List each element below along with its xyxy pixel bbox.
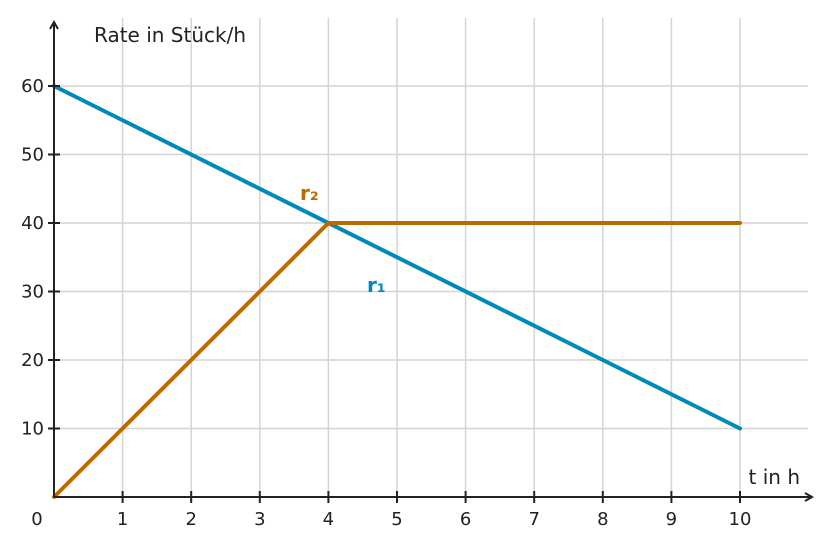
x-tick-label: 2 — [185, 509, 196, 530]
y-tick-label: 50 — [21, 145, 44, 166]
y-tick-label: 30 — [21, 282, 44, 303]
x-tick-label: 10 — [729, 509, 752, 530]
series-line-2 — [52, 221, 742, 499]
x-tick-label: 9 — [666, 509, 677, 530]
x-tick-label: 5 — [391, 509, 402, 530]
y-axis-title: Rate in Stück/h — [94, 23, 246, 47]
y-tick-label: 60 — [21, 76, 44, 97]
origin-label: 0 — [31, 509, 42, 530]
series-label-r2: r₂ — [300, 181, 319, 205]
x-tick-label: 4 — [323, 509, 334, 530]
series-label-r1: r₁ — [367, 273, 386, 297]
x-tick-label: 8 — [597, 509, 608, 530]
grid — [54, 18, 808, 497]
y-tick-label: 10 — [21, 419, 44, 440]
y-tick-label: 40 — [21, 213, 44, 234]
x-tick-label: 3 — [254, 509, 265, 530]
x-tick-label: 7 — [528, 509, 539, 530]
x-axis-title: t in h — [749, 465, 800, 489]
x-tick-label: 1 — [117, 509, 128, 530]
series-layer — [52, 84, 742, 499]
series-line-1 — [52, 84, 742, 431]
ticks: 1 2 3 4 5 6 7 8 9 10 10 20 30 40 50 60 — [21, 76, 751, 530]
y-tick-label: 20 — [21, 350, 44, 371]
x-tick-label: 6 — [460, 509, 471, 530]
